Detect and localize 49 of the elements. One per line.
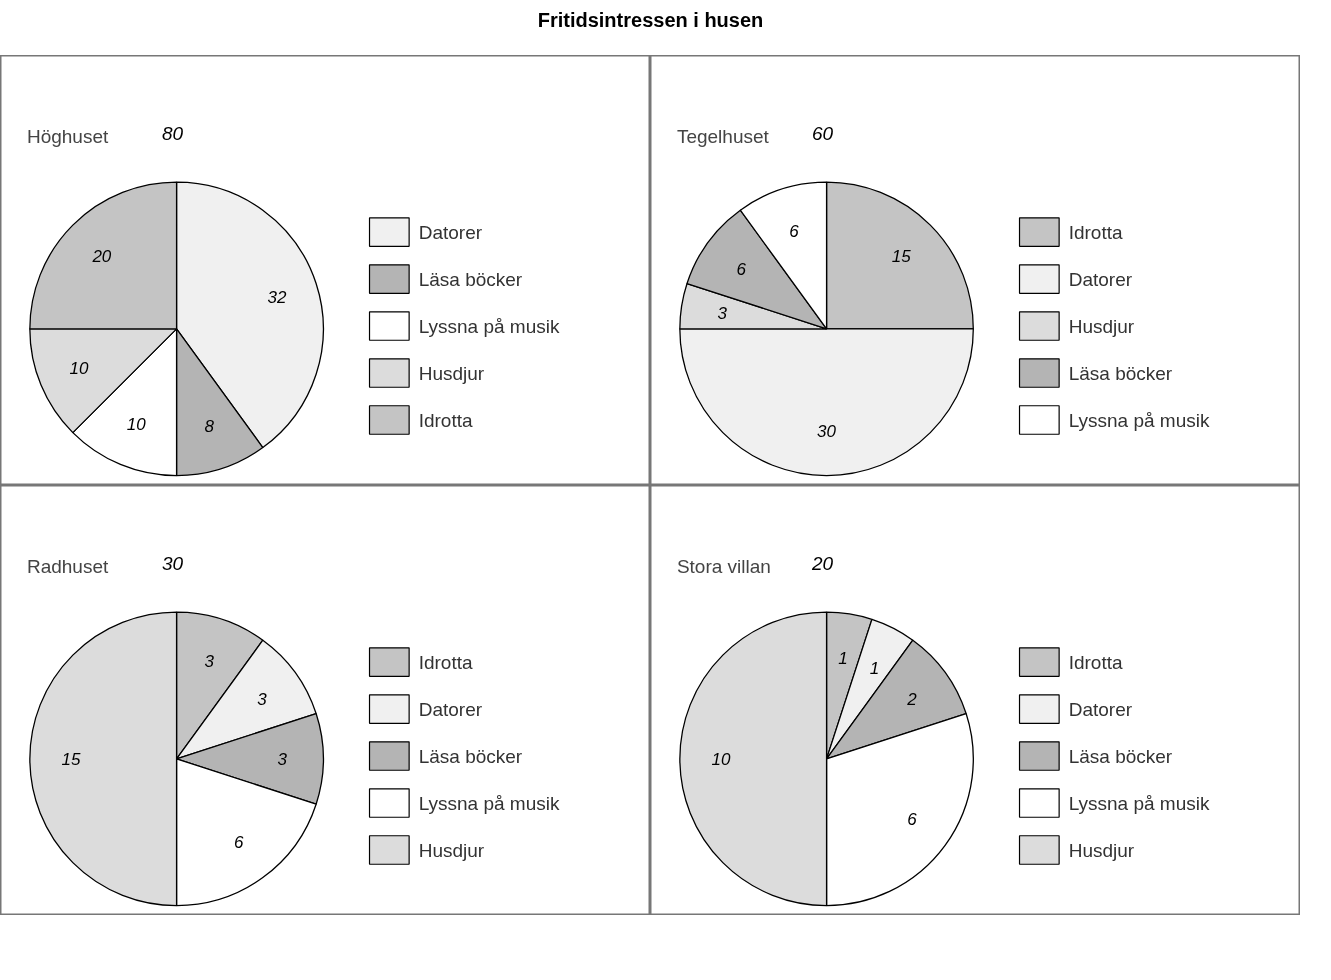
data-label: 3 (277, 749, 288, 769)
legend-label: Läsa böcker (1068, 745, 1173, 767)
chart-subtitle: 20 (810, 553, 834, 575)
legend-label: Datorer (1068, 698, 1133, 720)
data-label: 6 (736, 259, 747, 279)
data-label: 10 (69, 359, 89, 379)
legend-label: Husdjur (418, 362, 485, 384)
chart-subtitle: 30 (161, 553, 184, 575)
legend-label: Läsa böcker (418, 745, 523, 767)
data-label: 3 (204, 652, 215, 672)
data-label: 15 (891, 247, 912, 267)
chart-title: Tegelhuset (676, 126, 770, 148)
legend-label: Lyssna på musik (418, 315, 560, 337)
chart-title: Höghuset (26, 126, 109, 148)
legend-label: Datorer (1068, 268, 1133, 290)
legend-label: Lyssna på musik (1068, 792, 1210, 814)
data-label: 3 (717, 303, 728, 323)
legend-label: Idrotta (1068, 221, 1123, 243)
legend-label: Lyssna på musik (1068, 409, 1210, 431)
legend-label: Husdjur (1068, 315, 1135, 337)
legend-label: Läsa böcker (1068, 362, 1173, 384)
legend-label: Datorer (418, 698, 483, 720)
data-label: 2 (906, 689, 918, 709)
data-label: 10 (711, 749, 731, 769)
legend-label: Idrotta (418, 409, 473, 431)
legend-label: Husdjur (418, 839, 485, 861)
legend-label: Datorer (418, 221, 483, 243)
legend-label: Husdjur (1068, 839, 1135, 861)
chart-title: Stora villan (676, 556, 771, 578)
data-label: 6 (233, 832, 244, 852)
legend-label: Lyssna på musik (418, 792, 560, 814)
text: Fritidsintressen i husen (537, 8, 764, 31)
data-label: 6 (907, 810, 918, 830)
chart-subtitle: 60 (811, 123, 834, 145)
legend-label: Idrotta (1068, 651, 1123, 673)
chart-title: Radhuset (26, 556, 109, 578)
data-label: 10 (126, 414, 147, 434)
data-label: 30 (817, 422, 837, 442)
data-label: 32 (267, 288, 288, 308)
data-label: 8 (204, 417, 215, 437)
data-label: 15 (61, 749, 81, 769)
legend-label: Idrotta (418, 651, 473, 673)
data-label: 20 (91, 247, 112, 267)
chart-subtitle: 80 (161, 123, 184, 145)
data-label: 3 (257, 689, 268, 709)
data-label: 1 (838, 648, 848, 668)
data-label: 1 (869, 658, 880, 678)
legend-label: Läsa böcker (418, 268, 523, 290)
data-label: 6 (789, 222, 800, 242)
